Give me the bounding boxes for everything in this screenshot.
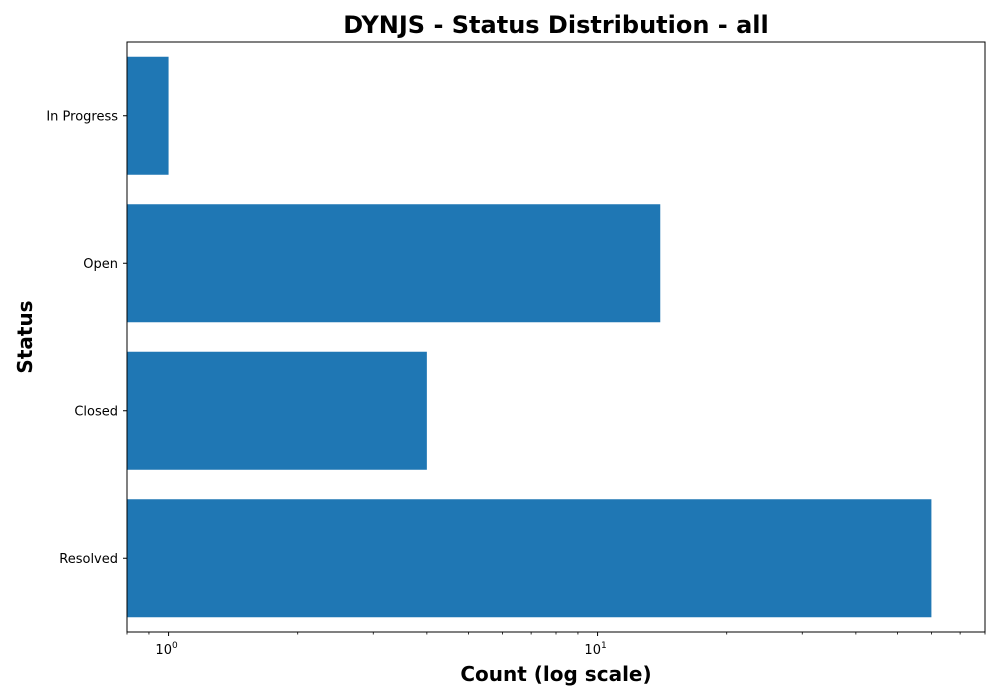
- y-axis-label: Status: [13, 300, 37, 373]
- y-tick-label-open: Open: [83, 257, 118, 272]
- bar-closed: [127, 351, 427, 470]
- chart-title: DYNJS - Status Distribution - all: [343, 11, 769, 39]
- x-tick-label: 100: [155, 641, 178, 658]
- x-tick-label: 101: [584, 641, 606, 658]
- y-axis-ticks: In Progress Open Closed Resolved: [46, 109, 127, 567]
- y-tick-label-in-progress: In Progress: [46, 109, 118, 124]
- bars-group: [127, 56, 932, 618]
- bar-in-progress: [127, 56, 169, 175]
- bar-open: [127, 204, 661, 323]
- bar-resolved: [127, 499, 932, 618]
- y-tick-label-closed: Closed: [74, 404, 118, 419]
- plot-frame: [126, 41, 986, 633]
- x-axis-label: Count (log scale): [460, 662, 651, 686]
- y-tick-label-resolved: Resolved: [59, 552, 118, 567]
